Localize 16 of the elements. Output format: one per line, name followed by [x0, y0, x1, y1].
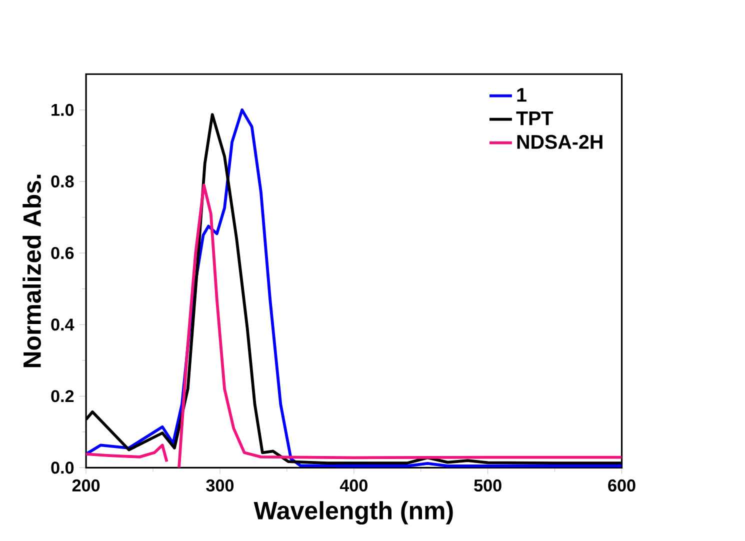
- y-tick-label: 1.0: [52, 104, 74, 116]
- legend-label: TPT: [516, 112, 554, 126]
- y-tick-label: 0.0: [51, 462, 74, 474]
- x-tick-label: 500: [474, 480, 502, 492]
- x-tick-label: 400: [340, 480, 368, 492]
- x-tick-label: 200: [72, 480, 100, 492]
- y-tick-label: 0.4: [51, 318, 74, 331]
- y-tick-label: 0.8: [51, 176, 74, 188]
- y-axis-title: Normalized Abs.: [22, 174, 41, 368]
- legend-label: 1: [517, 88, 526, 102]
- x-tick-label: 300: [206, 480, 234, 492]
- x-axis-title: Wavelength (nm): [254, 501, 453, 525]
- y-tick-label: 0.6: [51, 247, 74, 260]
- legend-label: NDSA-2H: [517, 135, 602, 150]
- x-tick-label: 600: [608, 480, 636, 492]
- y-tick-label: 0.2: [51, 390, 74, 402]
